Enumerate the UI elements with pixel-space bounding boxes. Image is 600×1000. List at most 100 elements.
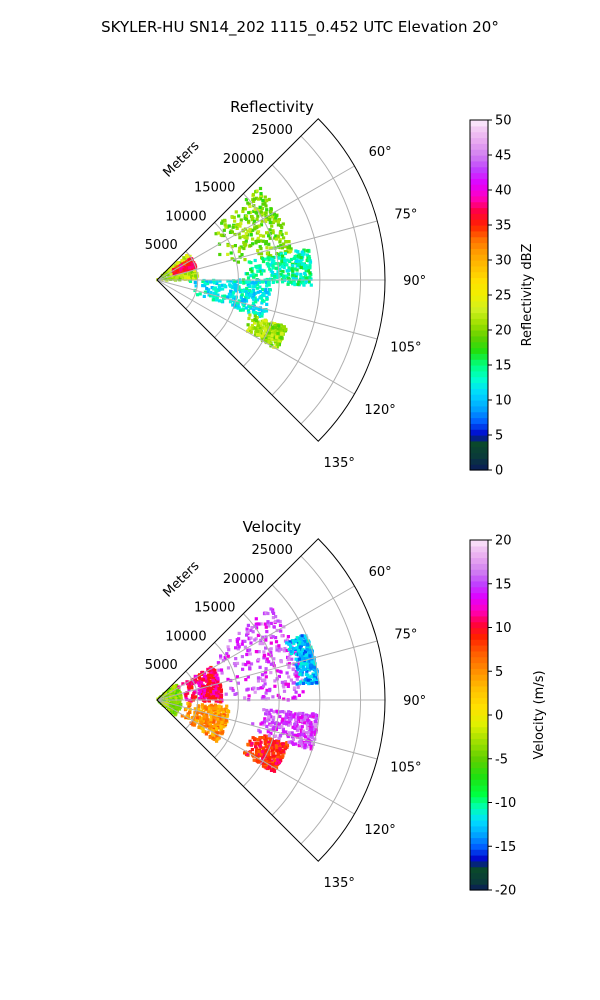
- colorbar-segment: [470, 400, 488, 407]
- echo-cell: [236, 647, 240, 651]
- echo-cell: [234, 210, 238, 214]
- echo-cell: [274, 744, 278, 748]
- echo-cell: [263, 309, 267, 313]
- echo-cell: [231, 294, 235, 298]
- echo-cell: [251, 318, 255, 323]
- echo-cell: [265, 719, 269, 723]
- echo-cell: [296, 282, 300, 286]
- echo-cell: [291, 269, 295, 273]
- echo-cell: [292, 686, 297, 690]
- echo-cell: [235, 640, 239, 644]
- echo-cell: [188, 258, 192, 262]
- echo-cell: [207, 693, 211, 697]
- echo-cell: [265, 284, 269, 288]
- range-tick-label: 5000: [145, 658, 178, 673]
- echo-cell: [282, 325, 286, 329]
- echo-cell: [253, 314, 257, 318]
- echo-cell: [294, 249, 298, 253]
- echo-cell: [223, 707, 227, 711]
- echo-cell: [207, 709, 212, 713]
- echo-cell: [255, 189, 259, 193]
- echo-cell: [262, 723, 266, 727]
- echo-cell: [184, 692, 188, 696]
- echo-cell: [278, 231, 282, 235]
- echo-cell: [235, 226, 239, 230]
- colorbar-segment: [470, 242, 488, 249]
- colorbar-tick-label: 15: [495, 577, 512, 592]
- echo-cell: [303, 263, 307, 268]
- echo-cell: [246, 742, 250, 746]
- echo-cell: [250, 748, 254, 752]
- echo-cell: [281, 710, 285, 714]
- echo-cell: [300, 634, 304, 638]
- echo-cell: [274, 636, 278, 640]
- echo-cell: [197, 684, 201, 688]
- echo-cell: [171, 711, 175, 715]
- echo-region: [246, 313, 288, 349]
- echo-cell: [273, 322, 277, 326]
- echo-cell: [269, 662, 273, 666]
- echo-cell: [205, 287, 209, 291]
- echo-cell: [178, 705, 182, 709]
- echo-cell: [196, 710, 200, 715]
- echo-cell: [241, 207, 245, 211]
- echo-cell: [225, 704, 229, 708]
- echo-cell: [263, 717, 267, 721]
- echo-cell: [270, 261, 274, 265]
- echo-cell: [205, 707, 209, 711]
- echo-cell: [302, 252, 306, 256]
- echo-cell: [245, 688, 249, 692]
- echo-cell: [274, 727, 278, 731]
- echo-cell: [268, 713, 272, 717]
- echo-cell: [223, 283, 227, 288]
- echo-cell: [198, 673, 202, 677]
- echo-cell: [188, 707, 192, 711]
- echo-cell: [306, 718, 310, 722]
- echo-cell: [229, 251, 233, 255]
- echo-cell: [213, 286, 218, 290]
- echo-cell: [256, 324, 260, 328]
- echo-cell: [170, 265, 174, 269]
- echo-cell: [287, 710, 291, 714]
- echo-cell: [283, 259, 287, 263]
- echo-cell: [184, 707, 188, 711]
- echo-cell: [282, 274, 286, 278]
- echo-cell: [287, 656, 291, 660]
- echo-cell: [307, 720, 311, 724]
- echo-cell: [167, 694, 171, 698]
- echo-cell: [206, 730, 210, 734]
- echo-cell: [205, 715, 209, 719]
- echo-cell: [256, 676, 261, 680]
- colorbar-segment: [470, 341, 488, 349]
- colorbar-segment: [470, 184, 488, 191]
- echo-cell: [249, 641, 253, 645]
- echo-cell: [250, 626, 254, 630]
- colorbar-segment: [470, 120, 488, 127]
- echo-cell: [258, 269, 262, 273]
- echo-region: [216, 607, 305, 702]
- echo-cell: [202, 713, 206, 717]
- echo-cell: [279, 629, 283, 633]
- echo-cell: [243, 639, 247, 643]
- echo-cell: [220, 720, 224, 724]
- echo-cell: [306, 678, 310, 682]
- echo-cell: [215, 735, 219, 739]
- echo-cell: [295, 272, 299, 276]
- echo-cell: [298, 645, 302, 649]
- echo-cell: [308, 266, 312, 270]
- echo-cell: [263, 213, 267, 217]
- echo-cell: [271, 231, 275, 235]
- echo-cell: [192, 723, 196, 727]
- echo-cell: [206, 282, 210, 286]
- echo-cell: [279, 252, 283, 256]
- echo-cell: [169, 694, 173, 698]
- echo-cell: [218, 682, 222, 687]
- echo-cell: [263, 622, 267, 626]
- echo-cell: [254, 741, 258, 745]
- echo-cell: [229, 284, 233, 288]
- echo-cell: [277, 644, 281, 648]
- echo-cell: [199, 720, 203, 724]
- echo-cell: [312, 658, 316, 662]
- echo-cell: [242, 241, 246, 245]
- echo-cell: [177, 697, 181, 701]
